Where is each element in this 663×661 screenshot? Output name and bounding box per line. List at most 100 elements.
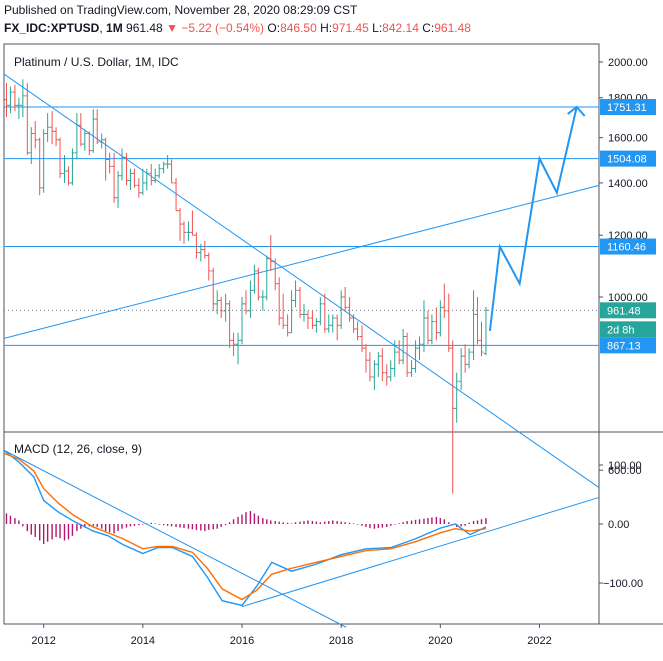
trendline[interactable] <box>3 73 600 488</box>
ohlc-bar <box>388 360 393 382</box>
level-label-box <box>600 150 656 167</box>
ohlc-bar <box>446 293 451 353</box>
price-pane-title: Platinum / U.S. Dollar, 1M, IDC <box>14 55 179 69</box>
current-price-label-text: 961.48 <box>607 305 641 317</box>
ohlc-bar <box>425 310 430 345</box>
ohlc-bars <box>4 79 488 494</box>
ohlc-bar <box>202 240 207 259</box>
macd-axis-label: 100.00 <box>608 460 642 472</box>
macd-trendline[interactable] <box>3 449 347 628</box>
price-trendlines[interactable] <box>3 73 600 488</box>
ohlc-bar <box>190 210 195 236</box>
arrow-head-icon[interactable] <box>567 105 586 117</box>
ohlc-bar <box>367 352 372 382</box>
ohlc-bar <box>231 332 236 357</box>
ohlc-bar <box>78 113 83 147</box>
ohlc-bar <box>343 286 348 311</box>
macd-trendlines[interactable] <box>3 449 600 628</box>
ohlc-bar <box>120 148 125 181</box>
ohlc-bar <box>181 221 186 244</box>
ohlc-bar <box>409 360 414 377</box>
ohlc-bar <box>434 307 439 341</box>
ohlc-bar <box>140 168 145 196</box>
ohlc-bar <box>475 297 480 345</box>
level-label: 1160.46 <box>600 238 656 255</box>
ohlc-bar <box>116 171 121 209</box>
ohlc-bar <box>169 159 174 184</box>
ohlc-bar <box>454 372 459 423</box>
ohlc-bar <box>128 168 133 191</box>
ohlc-bar <box>198 243 203 262</box>
price-axis-label: 1600.00 <box>608 133 648 145</box>
macd-axis-label: −100.00 <box>603 578 643 590</box>
level-label-box <box>600 238 656 255</box>
ohlc-bar <box>50 111 55 145</box>
ohlc-bar <box>417 336 422 361</box>
ohlc-bar <box>33 121 38 149</box>
level-label: 1751.31 <box>600 99 656 116</box>
ohlc-bar <box>401 328 406 365</box>
ohlc-bar <box>74 113 79 160</box>
ohlc-bar <box>479 321 484 357</box>
ohlc-bar <box>206 252 211 281</box>
ohlc-bar <box>157 164 162 179</box>
ohlc-bar <box>326 314 331 333</box>
ohlc-bar <box>359 325 364 353</box>
ohlc-bar <box>215 290 220 315</box>
ohlc-bar <box>413 340 418 373</box>
ohlc-bar <box>330 314 335 333</box>
ohlc-bar <box>37 137 42 196</box>
ohlc-bar <box>467 348 472 369</box>
ohlc-bar <box>107 152 112 174</box>
ohlc-bar <box>405 332 410 377</box>
ohlc-bar <box>4 82 9 118</box>
level-label-box <box>600 337 656 354</box>
ohlc-bar <box>268 235 273 271</box>
ohlc-bar <box>298 286 303 318</box>
ohlc-bar <box>442 283 447 318</box>
trendline[interactable] <box>3 184 600 339</box>
level-label-box <box>600 99 656 116</box>
price-axis-label: 600.00 <box>608 465 642 477</box>
ohlc-bar <box>273 258 278 291</box>
ohlc-bar <box>29 127 34 165</box>
ohlc-bar <box>339 290 344 329</box>
ohlc-bar <box>66 166 71 186</box>
macd-trendline[interactable] <box>241 496 600 608</box>
open-label: O: <box>267 21 281 35</box>
projection-path[interactable] <box>488 105 586 331</box>
ohlc-bar <box>483 306 488 356</box>
ohlc-bar <box>186 221 191 241</box>
ohlc-bar <box>260 290 265 311</box>
ohlc-bar <box>314 317 319 333</box>
time-axis-label: 2016 <box>230 635 254 647</box>
ohlc-bar <box>165 155 170 169</box>
level-label: 867.13 <box>600 337 656 354</box>
ohlc-bar <box>397 340 402 365</box>
macd-line <box>3 449 487 607</box>
ohlc-bar <box>318 297 323 326</box>
ohlc-bar <box>227 300 232 349</box>
signal-line <box>3 452 487 601</box>
time-axis-label: 2012 <box>31 635 55 647</box>
ohlc-bar <box>289 290 294 334</box>
ohlc-bar <box>211 267 216 311</box>
published-line: Published on TradingView.com, November 2… <box>4 3 358 17</box>
close-label: C: <box>422 21 435 35</box>
ohlc-bar <box>124 152 129 186</box>
ohlc-bar <box>240 297 244 345</box>
ohlc-bar <box>293 280 298 308</box>
ohlc-bar <box>149 164 154 186</box>
ohlc-bar <box>45 113 50 142</box>
ohlc-bar <box>363 344 368 373</box>
projection-polyline[interactable] <box>488 106 578 331</box>
macd-lines <box>3 449 487 607</box>
ohlc-bar <box>392 340 397 377</box>
ohlc-bar <box>91 109 96 153</box>
level-label-text: 1751.31 <box>607 102 647 114</box>
price-axis-label: 1400.00 <box>608 178 648 190</box>
ohlc-bar <box>99 133 104 149</box>
ohlc-bar <box>144 168 149 191</box>
ohlc-bar <box>54 127 59 147</box>
